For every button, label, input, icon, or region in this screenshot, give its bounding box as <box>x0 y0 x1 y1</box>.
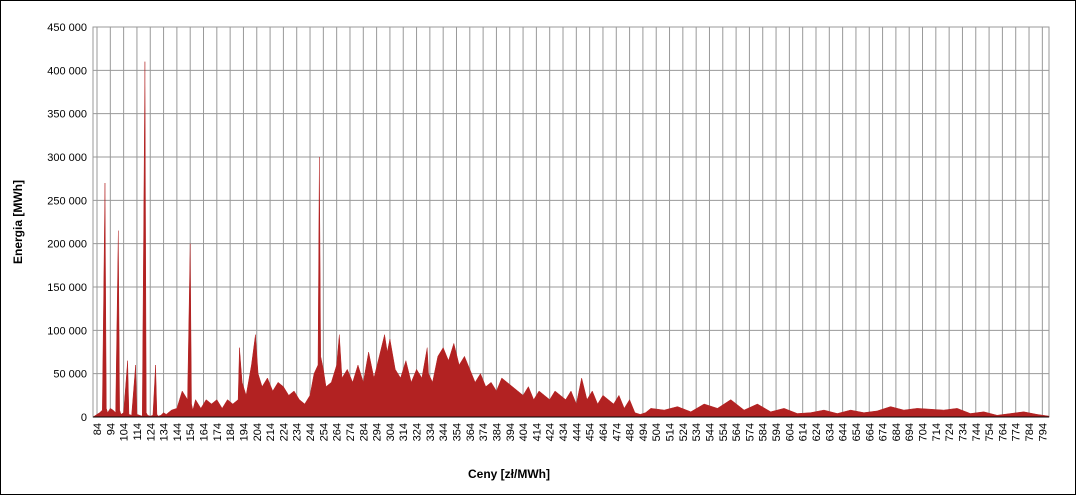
y-axis-label: Energia [MWh] <box>11 180 25 264</box>
x-tick-label: 164 <box>199 423 211 441</box>
x-tick-label: 694 <box>904 423 916 441</box>
x-tick-label: 764 <box>997 423 1009 441</box>
y-tick-label: 400 000 <box>47 65 87 77</box>
x-tick-label: 574 <box>744 423 756 441</box>
x-tick-label: 424 <box>545 423 557 441</box>
x-tick-label: 344 <box>438 423 450 441</box>
x-tick-label: 394 <box>505 423 517 441</box>
y-tick-label: 450 000 <box>47 22 87 34</box>
x-tick-label: 614 <box>798 423 810 441</box>
x-tick-label: 544 <box>704 423 716 441</box>
x-tick-label: 554 <box>718 423 730 441</box>
x-tick-label: 734 <box>957 423 969 441</box>
x-tick-label: 214 <box>265 423 277 441</box>
x-tick-label: 414 <box>531 423 543 441</box>
x-tick-label: 174 <box>212 423 224 441</box>
y-tick-label: 100 000 <box>47 325 87 337</box>
x-tick-label: 224 <box>278 423 290 441</box>
x-tick-label: 784 <box>1024 423 1036 441</box>
x-tick-label: 754 <box>984 423 996 441</box>
x-tick-label: 134 <box>159 423 171 441</box>
x-tick-label: 624 <box>811 423 823 441</box>
x-tick-label: 314 <box>398 423 410 441</box>
x-tick-label: 774 <box>1011 423 1023 441</box>
x-tick-label: 264 <box>332 423 344 441</box>
x-tick-label: 584 <box>758 423 770 441</box>
x-tick-label: 284 <box>358 423 370 441</box>
x-tick-label: 304 <box>385 423 397 441</box>
x-tick-label: 664 <box>864 423 876 441</box>
y-tick-label: 350 000 <box>47 109 87 121</box>
x-tick-label: 704 <box>918 423 930 441</box>
x-tick-label: 364 <box>465 423 477 441</box>
x-tick-label: 144 <box>172 423 184 441</box>
area <box>92 61 1050 418</box>
x-tick-label: 744 <box>971 423 983 441</box>
x-tick-label: 484 <box>625 423 637 441</box>
x-tick-label: 104 <box>119 423 131 441</box>
x-tick-label: 274 <box>345 423 357 441</box>
y-tick-label: 200 000 <box>47 239 87 251</box>
x-tick-label: 114 <box>132 423 144 441</box>
y-tick-label: 300 000 <box>47 152 87 164</box>
x-tick-label: 504 <box>651 423 663 441</box>
x-tick-label: 714 <box>931 423 943 441</box>
x-tick-label: 474 <box>611 423 623 441</box>
y-tick-label: 250 000 <box>47 195 87 207</box>
x-tick-label: 254 <box>318 423 330 441</box>
x-tick-label: 454 <box>585 423 597 441</box>
x-axis-label: Ceny [zł/MWh] <box>468 467 550 481</box>
x-tick-label: 564 <box>731 423 743 441</box>
x-tick-label: 684 <box>891 423 903 441</box>
y-tick-label: 50 000 <box>53 369 87 381</box>
x-tick-label: 654 <box>851 423 863 441</box>
x-tick-label: 494 <box>638 423 650 441</box>
x-tick-label: 244 <box>305 423 317 441</box>
x-tick-label: 724 <box>944 423 956 441</box>
x-tick-label: 514 <box>665 423 677 441</box>
x-tick-label: 204 <box>252 423 264 441</box>
y-tick-label: 0 <box>81 412 87 424</box>
x-tick-label: 674 <box>878 423 890 441</box>
x-tick-label: 434 <box>558 423 570 441</box>
x-tick-label: 334 <box>425 423 437 441</box>
x-tick-label: 594 <box>771 423 783 441</box>
x-tick-label: 154 <box>185 423 197 441</box>
x-tick-label: 404 <box>518 423 530 441</box>
x-tick-label: 354 <box>451 423 463 441</box>
x-tick-label: 604 <box>784 423 796 441</box>
x-tick-label: 644 <box>838 423 850 441</box>
x-tick-label: 84 <box>92 423 104 435</box>
x-tick-label: 634 <box>824 423 836 441</box>
x-tick-label: 384 <box>491 423 503 441</box>
y-tick-label: 150 000 <box>47 282 87 294</box>
x-tick-label: 534 <box>691 423 703 441</box>
x-tick-label: 794 <box>1037 423 1049 441</box>
plot-area <box>92 26 1050 418</box>
x-tick-label: 234 <box>292 423 304 441</box>
x-tick-label: 124 <box>145 423 157 441</box>
x-tick-label: 184 <box>225 423 237 441</box>
x-tick-label: 524 <box>678 423 690 441</box>
x-tick-label: 294 <box>372 423 384 441</box>
x-tick-label: 94 <box>105 423 117 435</box>
x-tick-label: 324 <box>412 423 424 441</box>
x-tick-label: 464 <box>598 423 610 441</box>
x-tick-label: 194 <box>238 423 250 441</box>
x-tick-label: 444 <box>571 423 583 441</box>
x-tick-label: 374 <box>478 423 490 441</box>
